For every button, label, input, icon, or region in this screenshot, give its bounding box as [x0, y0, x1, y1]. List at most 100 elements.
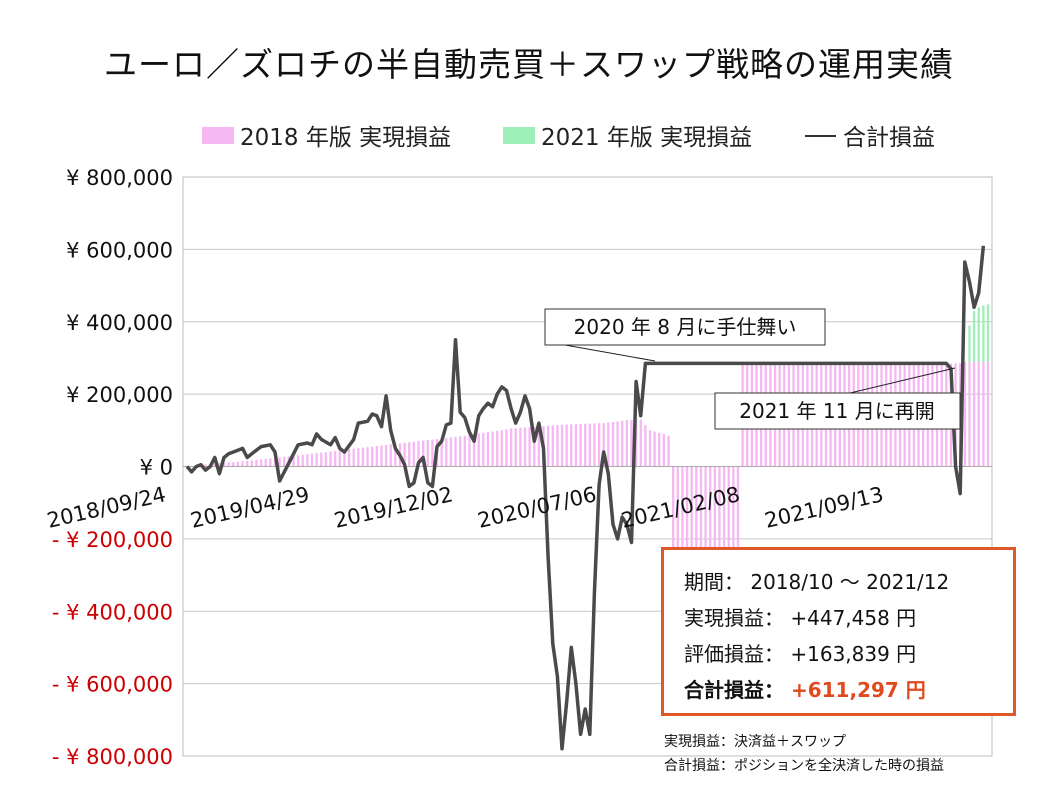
annotation-close-text: 2020 年 8 月に手仕舞い: [574, 315, 797, 339]
bar-2018: [449, 437, 453, 467]
legend-label-2021: 2021 年版 実現損益: [541, 125, 752, 151]
footnote-total: 合計損益：ポジションを全決済した時の損益: [664, 758, 944, 774]
footnote-realized: 実現損益：決済益＋スワップ: [664, 734, 846, 750]
bar-2018: [380, 445, 383, 467]
bar-2018: [213, 463, 216, 467]
bar-2018: [621, 420, 624, 467]
bar-2018: [371, 446, 374, 467]
bar-2018: [347, 449, 351, 467]
bar-2018: [597, 423, 601, 467]
bar-2018: [421, 440, 425, 467]
bar-2018: [296, 455, 300, 467]
y-tick-label: - ¥ 600,000: [52, 673, 173, 697]
summary-realized-row: 実現損益： +447,458 円: [684, 600, 1013, 636]
bar-2018: [343, 449, 346, 467]
bar-2018: [454, 436, 457, 467]
bar-2018: [574, 424, 578, 467]
bar-2018: [426, 440, 429, 467]
bar-2018: [468, 435, 471, 467]
y-tick-label: - ¥ 400,000: [52, 600, 173, 624]
summary-total-label: 合計損益：: [684, 678, 784, 702]
bar-2018: [264, 458, 267, 467]
bar-2018: [278, 457, 281, 467]
summary-box: 期間： 2018/10 ～ 2021/12 実現損益： +447,458 円 評…: [661, 547, 1016, 716]
bar-2018: [625, 420, 629, 467]
annotation-restart-text: 2021 年 11 月に再開: [739, 399, 934, 423]
bar-2018: [537, 426, 541, 467]
summary-total-value: +611,297 円: [790, 678, 926, 702]
bar-2018: [403, 442, 406, 467]
bar-2018: [384, 444, 388, 467]
bar-2018: [324, 452, 328, 467]
y-tick-label: - ¥ 800,000: [52, 745, 173, 769]
y-tick-label: ¥ 400,000: [66, 311, 173, 335]
summary-period-row: 期間： 2018/10 ～ 2021/12: [684, 564, 1013, 600]
bar-2018: [320, 452, 323, 467]
legend: 2018 年版 実現損益 2021 年版 実現損益 合計損益: [202, 125, 935, 151]
summary-period-label: 期間：: [684, 570, 744, 594]
bar-2018: [565, 424, 568, 467]
bar-2018: [394, 443, 397, 467]
y-tick-label: ¥ 800,000: [66, 166, 173, 190]
bar-2018: [662, 433, 666, 467]
y-tick-label: - ¥ 200,000: [52, 528, 173, 552]
bar-2018: [579, 423, 582, 467]
y-tick-label: ¥ 200,000: [66, 383, 173, 407]
bar-2018: [611, 421, 615, 467]
summary-realized-value: +447,458 円: [790, 606, 917, 630]
x-tick-label: 2018/09/24: [45, 482, 168, 533]
summary-total-row: 合計損益： +611,297 円: [684, 672, 1013, 708]
bar-2018: [301, 454, 304, 467]
x-tick-label: 2020/07/06: [475, 482, 598, 533]
bar-2018: [236, 461, 240, 467]
bar-2018: [408, 442, 411, 467]
bar-2018: [310, 453, 314, 467]
bar-2021: [972, 310, 976, 362]
bar-2018: [375, 446, 378, 467]
bar-2018: [204, 464, 207, 467]
bar-2018: [472, 434, 476, 467]
bar-2018: [482, 432, 485, 467]
annotation-restart-leader: [849, 367, 956, 394]
bar-2021: [977, 307, 980, 362]
y-tick-label: ¥ 600,000: [66, 238, 173, 262]
bar-2018: [338, 450, 341, 467]
bar-2018: [496, 430, 499, 467]
y-axis-ticks: ¥ 800,000 ¥ 600,000 ¥ 400,000 ¥ 200,000 ¥ 0 -…: [52, 166, 173, 769]
bar-2018: [514, 428, 517, 467]
bar-2018: [616, 421, 619, 467]
annotation-close-box: [544, 308, 826, 346]
bar-2021: [986, 304, 990, 362]
bar-2018: [412, 441, 416, 467]
bar-2018: [972, 361, 976, 467]
bar-2018: [218, 463, 221, 467]
summary-unrealized-label: 評価損益：: [684, 642, 784, 666]
bar-2018: [250, 460, 253, 467]
bar-2018: [593, 423, 596, 467]
bar-2018: [528, 427, 531, 467]
legend-label-total: 合計損益: [843, 125, 935, 151]
bar-2018: [417, 441, 420, 467]
x-tick-label: 2019/04/29: [188, 482, 311, 533]
bar-2018: [329, 451, 332, 467]
bar-2018: [630, 419, 633, 467]
bar-2018: [607, 422, 610, 467]
bar-2018: [389, 444, 392, 467]
x-tick-label: 2021/09/13: [762, 482, 885, 533]
bar-2018: [639, 419, 642, 467]
bar-2018: [306, 454, 309, 467]
bar-2018: [533, 426, 536, 467]
bar-2018: [977, 361, 980, 467]
bar-2018: [222, 462, 226, 467]
bar-2018: [968, 361, 971, 467]
bar-2018: [570, 424, 573, 467]
bar-2018: [292, 455, 295, 467]
summary-unrealized-row: 評価損益： +163,839 円: [684, 636, 1013, 672]
series-total-line: [185, 245, 986, 751]
summary-unrealized-value: +163,839 円: [790, 642, 917, 666]
bar-2018: [546, 425, 550, 467]
bar-2018: [440, 438, 443, 467]
legend-label-2018: 2018 年版 実現損益: [240, 125, 451, 151]
legend-swatch-2021: [503, 127, 535, 144]
bar-2018: [560, 424, 564, 467]
